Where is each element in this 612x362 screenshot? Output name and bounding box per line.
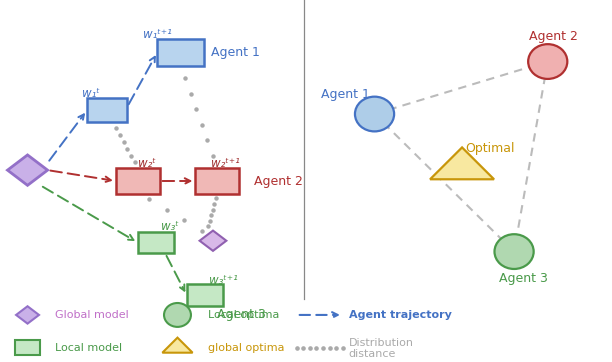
- Text: w₁ᵗ⁺¹: w₁ᵗ⁺¹: [143, 28, 173, 41]
- Polygon shape: [200, 231, 226, 251]
- FancyBboxPatch shape: [116, 168, 160, 194]
- FancyBboxPatch shape: [195, 168, 239, 194]
- FancyBboxPatch shape: [87, 98, 127, 122]
- Text: Distribution: Distribution: [349, 338, 414, 348]
- FancyBboxPatch shape: [157, 39, 204, 66]
- Polygon shape: [430, 147, 494, 179]
- Text: w₁ᵗ: w₁ᵗ: [81, 87, 100, 100]
- Text: Local optima: Local optima: [208, 310, 280, 320]
- Polygon shape: [162, 338, 193, 353]
- Polygon shape: [7, 155, 48, 185]
- Text: global optima: global optima: [208, 342, 285, 353]
- Text: Agent 1: Agent 1: [211, 46, 260, 59]
- Text: w₃ᵗ: w₃ᵗ: [161, 220, 179, 233]
- FancyBboxPatch shape: [187, 284, 223, 306]
- Text: Agent 2: Agent 2: [254, 174, 303, 188]
- Text: Agent 2: Agent 2: [529, 30, 578, 43]
- Ellipse shape: [494, 234, 534, 269]
- Ellipse shape: [528, 44, 567, 79]
- Text: Agent 3: Agent 3: [499, 272, 548, 285]
- Text: w₂ᵗ⁺¹: w₂ᵗ⁺¹: [211, 157, 240, 170]
- Text: distance: distance: [349, 349, 396, 359]
- Text: w₃ᵗ⁺¹: w₃ᵗ⁺¹: [209, 274, 238, 287]
- Polygon shape: [16, 306, 39, 324]
- Text: Agent trajectory: Agent trajectory: [349, 310, 452, 320]
- Text: w₂ᵗ: w₂ᵗ: [138, 157, 156, 170]
- Ellipse shape: [164, 303, 191, 327]
- Text: Optimal: Optimal: [465, 142, 514, 155]
- Ellipse shape: [355, 97, 394, 131]
- Text: Local model: Local model: [55, 342, 122, 353]
- Text: Agent 1: Agent 1: [321, 88, 370, 101]
- FancyBboxPatch shape: [138, 232, 174, 253]
- Text: Global model: Global model: [55, 310, 129, 320]
- FancyBboxPatch shape: [15, 340, 40, 355]
- Text: Agent 3: Agent 3: [217, 308, 266, 321]
